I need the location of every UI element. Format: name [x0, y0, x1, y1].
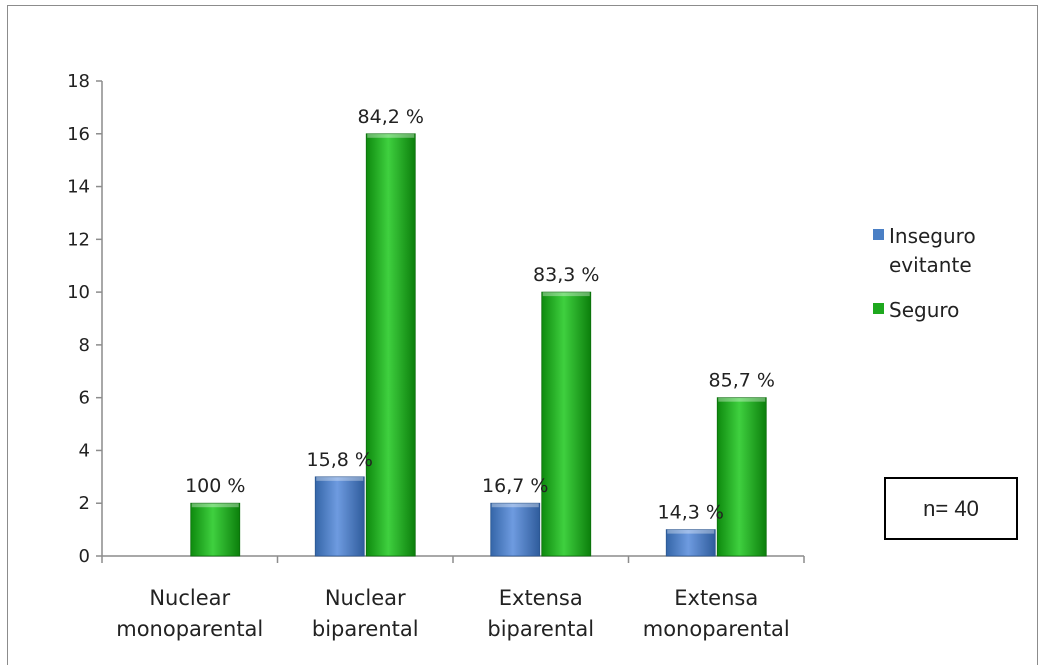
x-category-label-line: Nuclear: [325, 586, 406, 610]
x-category-label: Nuclear biparental: [312, 586, 419, 641]
data-label: 85,7 %: [709, 370, 775, 392]
x-category-label-line: monoparental: [116, 617, 263, 641]
bar-inseguro-evitante: [314, 476, 365, 557]
bar-highlight: [718, 397, 766, 402]
x-category-label: Nuclear monoparental: [116, 586, 263, 641]
legend-label-line: Inseguro: [889, 224, 976, 248]
x-category-label-line: biparental: [487, 617, 594, 641]
bar-inseguro-evitante: [665, 529, 716, 557]
x-category-label-line: Extensa: [674, 586, 758, 610]
x-category-label-line: Nuclear: [149, 586, 230, 610]
legend-label-line: Seguro: [889, 298, 960, 322]
sample-size-label: n= 40: [923, 495, 979, 521]
y-tick-label: 14: [67, 177, 90, 198]
legend-label: Seguro: [889, 296, 1029, 325]
data-label: 14,3 %: [658, 502, 724, 524]
x-category-label-line: Extensa: [499, 586, 583, 610]
y-tick-label: 16: [67, 124, 90, 145]
bar-highlight: [367, 133, 415, 138]
bar-highlight: [491, 503, 539, 508]
legend-item-seguro: Seguro: [873, 296, 1029, 325]
bar-highlight: [316, 476, 364, 481]
y-tick-label: 2: [79, 493, 90, 514]
bar-highlight: [542, 292, 590, 297]
bar-highlight: [667, 529, 715, 534]
x-category-label: Extensa biparental: [487, 586, 594, 641]
y-tick-label: 0: [79, 546, 90, 567]
legend-swatch: [873, 229, 884, 240]
y-tick-label: 18: [67, 71, 90, 92]
bar-highlight: [191, 503, 239, 508]
x-category-label-line: biparental: [312, 617, 419, 641]
legend-label-line: evitante: [889, 253, 972, 277]
chart-frame: [7, 5, 1038, 665]
legend-item-inseguro-evitante: Inseguro evitante: [873, 222, 1029, 280]
sample-size-box: n= 40: [884, 477, 1018, 540]
x-category-label: Extensa monoparental: [643, 586, 790, 641]
legend: Inseguro evitante Seguro: [873, 222, 1029, 341]
data-labels: 15,8 % 16,7 % 14,3 % 100 % 84,2 % 83,3 % 85,7 …: [185, 106, 775, 524]
data-label: 84,2 %: [358, 106, 424, 128]
bar-seguro: [541, 291, 592, 557]
legend-label: Inseguro evitante: [889, 222, 1029, 280]
bar-seguro: [190, 502, 241, 557]
data-label: 15,8 %: [307, 449, 373, 471]
y-tick-label: 4: [79, 440, 90, 461]
y-tick-label: 6: [79, 388, 90, 409]
data-label: 16,7 %: [482, 475, 548, 497]
bar-seguro: [365, 133, 416, 557]
legend-swatch: [873, 303, 884, 314]
bars: [190, 133, 767, 557]
bar-seguro: [716, 397, 767, 557]
y-tick-label: 12: [67, 229, 90, 250]
x-category-label-line: monoparental: [643, 617, 790, 641]
y-tick-label: 10: [67, 282, 90, 303]
data-label: 83,3 %: [533, 264, 599, 286]
bar-inseguro-evitante: [490, 502, 541, 557]
data-label: 100 %: [185, 475, 245, 497]
y-tick-label: 8: [79, 335, 90, 356]
